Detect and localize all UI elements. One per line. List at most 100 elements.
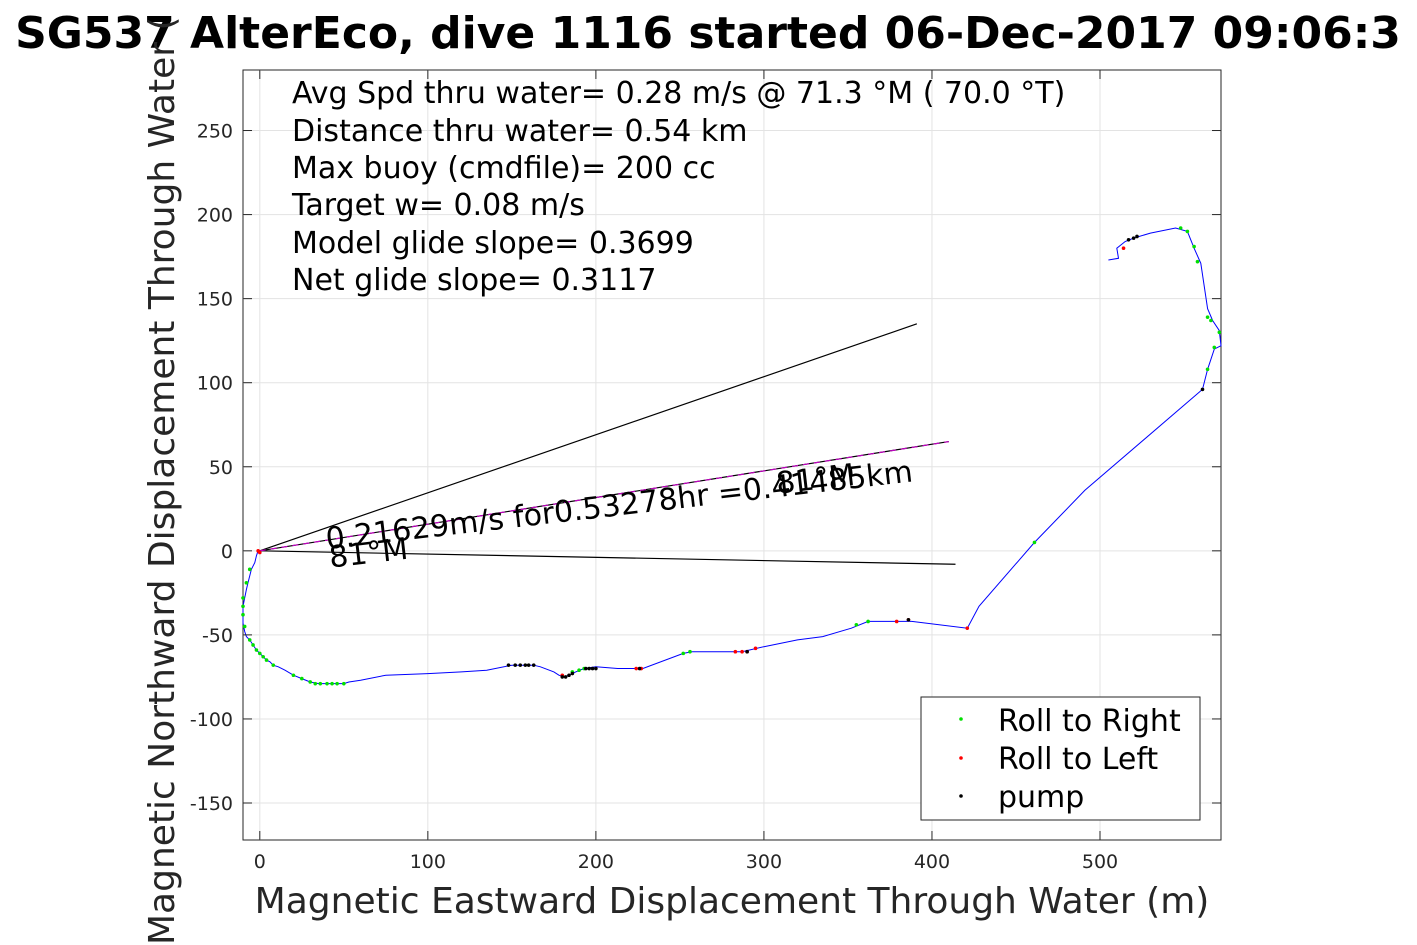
- marker-pump: [1200, 387, 1205, 392]
- legend-label-roll-left: Roll to Left: [998, 742, 1158, 777]
- marker-roll-left: [740, 649, 744, 654]
- marker-roll-right: [247, 567, 252, 572]
- plot-area: 0 100 200 300 400 500 -150 -100 -50 0 50 100 150 200 2…: [190, 69, 1222, 873]
- marker-roll-left: [634, 666, 639, 671]
- marker-roll-right: [1185, 229, 1190, 234]
- y-tick-label: -50: [202, 625, 233, 647]
- marker-roll-right: [325, 681, 329, 686]
- marker-roll-right: [264, 658, 269, 662]
- marker-roll-right: [1209, 318, 1213, 323]
- marker-roll-right: [318, 681, 323, 686]
- marker-roll-left: [733, 649, 738, 654]
- x-tick-label: 400: [914, 851, 950, 873]
- marker-roll-right: [1205, 367, 1210, 372]
- marker-roll-right: [1192, 244, 1196, 249]
- marker-pump: [745, 649, 749, 654]
- x-tick-label: 200: [578, 851, 614, 873]
- y-tick-label: -100: [190, 709, 233, 731]
- marker-roll-right: [254, 648, 259, 652]
- marker-roll-right: [241, 604, 245, 609]
- marker-roll-right: [251, 643, 255, 647]
- info-distance: Distance thru water= 0.54 km: [292, 114, 747, 149]
- marker-pump: [526, 663, 531, 667]
- marker-pump: [637, 666, 642, 671]
- y-tick-label: -150: [190, 793, 233, 815]
- y-tick-label: 250: [197, 121, 233, 143]
- marker-pump: [594, 666, 598, 671]
- marker-roll-right: [1217, 330, 1222, 335]
- legend-marker-roll-left: [959, 756, 963, 760]
- y-tick-label: 0: [221, 541, 233, 563]
- marker-roll-left: [965, 626, 970, 630]
- chart-title: SG537 AlterEco, dive 1116 started 06-Dec…: [15, 8, 1401, 59]
- marker-pump: [523, 663, 528, 667]
- marker-pump: [531, 663, 536, 667]
- marker-roll-right: [244, 580, 249, 585]
- marker-roll-right: [261, 654, 265, 659]
- y-tick-label: 200: [197, 205, 233, 227]
- marker-roll-right: [242, 624, 247, 629]
- marker-roll-right: [247, 638, 252, 642]
- marker-pump: [560, 675, 565, 679]
- marker-layer: [241, 226, 1222, 686]
- series-layer: [242, 227, 1222, 685]
- marker-pump: [906, 617, 911, 622]
- x-tick-label: 100: [410, 851, 446, 873]
- y-tick-label: 100: [197, 373, 233, 395]
- marker-pump: [1126, 238, 1131, 242]
- marker-roll-left: [753, 646, 758, 651]
- marker-roll-right: [271, 663, 276, 667]
- legend-label-roll-right: Roll to Right: [998, 704, 1181, 739]
- y-axis-label: Magnetic Northward Displacement Through …: [142, 16, 183, 945]
- marker-roll-right: [1178, 226, 1183, 230]
- marker-roll-left: [1121, 246, 1126, 251]
- series-track: [242, 227, 1222, 685]
- marker-pump: [590, 666, 595, 671]
- marker-roll-right: [300, 676, 304, 681]
- marker-roll-right: [291, 673, 296, 678]
- marker-pump: [570, 671, 575, 676]
- info-block: Avg Spd thru water= 0.28 m/s @ 71.3 °M (…: [291, 76, 1065, 298]
- reference-lines: [259, 323, 956, 565]
- marker-pump: [584, 666, 588, 671]
- legend-box: [920, 696, 1201, 821]
- marker-roll-right: [308, 680, 313, 684]
- marker-roll-right: [577, 668, 581, 672]
- marker-roll-right: [1205, 315, 1210, 319]
- x-axis-label: Magnetic Eastward Displacement Through W…: [255, 881, 1210, 922]
- reference-line-lower-line: [259, 550, 956, 565]
- marker-roll-right: [241, 612, 245, 617]
- info-avg-speed: Avg Spd thru water= 0.28 m/s @ 71.3 °M (…: [292, 76, 1065, 111]
- legend: Roll to Right Roll to Left pump: [920, 696, 1201, 821]
- legend-marker-roll-right: [959, 717, 963, 721]
- marker-pump: [587, 666, 591, 671]
- info-max-buoy: Max buoy (cmdfile)= 200 cc: [292, 151, 716, 186]
- y-tick-label: 150: [197, 289, 233, 311]
- marker-roll-right: [854, 623, 859, 627]
- info-target-w: Target w= 0.08 m/s: [291, 188, 585, 223]
- marker-roll-right: [335, 681, 339, 686]
- y-tick-label: 50: [209, 457, 233, 479]
- x-tick-label: 300: [746, 851, 782, 873]
- tick-layer: 0 100 200 300 400 500 -150 -100 -50 0 50 100 150 200 2…: [190, 70, 1221, 873]
- marker-roll-right: [1032, 540, 1037, 545]
- marker-roll-left: [258, 550, 262, 555]
- marker-pump: [1135, 234, 1139, 239]
- legend-marker-pump: [959, 794, 963, 798]
- marker-roll-right: [241, 596, 245, 600]
- x-tick-label: 500: [1082, 851, 1118, 873]
- marker-roll-right: [330, 681, 334, 686]
- legend-label-pump: pump: [998, 780, 1084, 815]
- reference-line-mid-line: [259, 440, 949, 552]
- marker-roll-right: [313, 681, 318, 686]
- marker-roll-right: [688, 649, 692, 654]
- info-model-glide: Model glide slope= 0.3699: [292, 226, 694, 261]
- info-net-glide: Net glide slope= 0.3117: [292, 263, 656, 298]
- marker-pump: [506, 663, 511, 667]
- marker-pump: [518, 663, 523, 667]
- marker-roll-right: [1212, 345, 1217, 350]
- x-tick-label: 0: [254, 851, 266, 873]
- reference-line-upper-cone: [259, 323, 918, 552]
- marker-pump: [513, 663, 518, 667]
